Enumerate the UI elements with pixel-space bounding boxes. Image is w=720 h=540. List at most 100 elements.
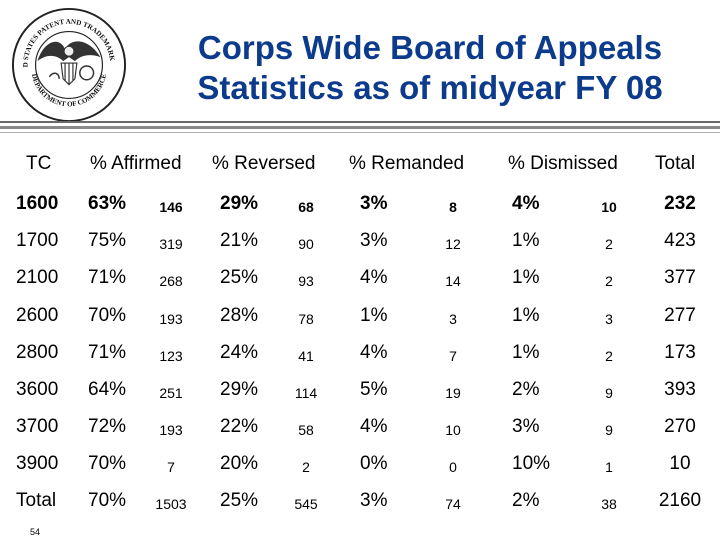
- cell-affirmed-pct: 71%: [88, 342, 127, 363]
- cell-remanded-pct: 4%: [360, 342, 388, 363]
- cell-remanded-pct: 4%: [360, 267, 388, 288]
- cell-tc: 3700: [16, 416, 59, 437]
- cell-reversed-pct: 20%: [220, 453, 259, 474]
- title-divider-3: [0, 132, 720, 133]
- cell-reversed-pct: 28%: [220, 305, 259, 326]
- cell-reversed-pct: 25%: [220, 267, 259, 288]
- cell-reversed-count: 114: [294, 385, 318, 401]
- title-line-2: Statistics as of midyear FY 08: [197, 69, 663, 106]
- cell-reversed-pct: 25%: [220, 490, 259, 511]
- cell-remanded-pct: 5%: [360, 379, 388, 400]
- cell-dismissed-count: 9: [605, 422, 613, 438]
- cell-affirmed-count: 193: [159, 311, 183, 327]
- header-dismissed: % Dismissed: [508, 153, 618, 174]
- header-reversed: % Reversed: [212, 153, 316, 174]
- cell-remanded-count: 7: [449, 348, 457, 364]
- cell-remanded-pct: 4%: [360, 416, 388, 437]
- cell-affirmed-pct: 63%: [88, 193, 127, 214]
- cell-remanded-pct: 3%: [360, 230, 388, 251]
- cell-remanded-pct: 0%: [360, 453, 388, 474]
- cell-dismissed-pct: 2%: [512, 379, 540, 400]
- cell-dismissed-count: 3: [605, 311, 613, 327]
- cell-remanded-count: 12: [445, 236, 461, 252]
- cell-tc: 1700: [16, 230, 59, 251]
- title-divider-2: [0, 126, 720, 129]
- cell-remanded-pct: 1%: [360, 305, 388, 326]
- cell-reversed-count: 90: [298, 236, 314, 252]
- cell-affirmed-pct: 70%: [88, 453, 127, 474]
- cell-tc: 1600: [16, 193, 59, 214]
- cell-dismissed-count: 2: [605, 273, 613, 289]
- slide-title: Corps Wide Board of Appeals Statistics a…: [150, 28, 710, 108]
- cell-remanded-count: 19: [445, 385, 461, 401]
- header-affirmed: % Affirmed: [90, 153, 182, 174]
- cell-total: 377: [664, 267, 696, 288]
- cell-dismissed-count: 1: [605, 459, 613, 475]
- cell-reversed-count: 78: [298, 311, 314, 327]
- cell-affirmed-count: 123: [159, 348, 183, 364]
- cell-dismissed-count: 10: [601, 199, 617, 215]
- eagle-icon: [37, 41, 101, 86]
- cell-dismissed-pct: 4%: [512, 193, 540, 214]
- cell-dismissed-pct: 10%: [512, 453, 551, 474]
- cell-reversed-pct: 29%: [220, 379, 259, 400]
- cell-total: 277: [664, 305, 696, 326]
- cell-affirmed-pct: 72%: [88, 416, 127, 437]
- cell-reversed-count: 58: [298, 422, 314, 438]
- cell-total: 393: [664, 379, 696, 400]
- cell-total: 2160: [658, 490, 702, 511]
- header-tc: TC: [26, 153, 52, 174]
- cell-reversed-count: 93: [298, 273, 314, 289]
- cell-remanded-count: 74: [445, 496, 461, 512]
- header-remanded: % Remanded: [349, 153, 465, 174]
- cell-tc: 2600: [16, 305, 59, 326]
- cell-total: 423: [664, 230, 696, 251]
- cell-reversed-pct: 21%: [220, 230, 259, 251]
- cell-affirmed-count: 7: [167, 459, 175, 475]
- cell-dismissed-pct: 2%: [512, 490, 540, 511]
- uspto-seal-logo: UNITED STATES PATENT AND TRADEMARK OFFIC…: [10, 6, 127, 123]
- cell-remanded-count: 10: [445, 422, 461, 438]
- page-number: 54: [30, 527, 41, 537]
- cell-tc: 2100: [16, 267, 59, 288]
- cell-reversed-count: 68: [298, 199, 314, 215]
- cell-affirmed-count: 1503: [155, 496, 187, 512]
- cell-total: 10: [669, 453, 691, 474]
- cell-dismissed-count: 2: [605, 236, 613, 252]
- cell-total: 173: [664, 342, 696, 363]
- cell-affirmed-pct: 75%: [88, 230, 127, 251]
- cell-dismissed-pct: 1%: [512, 230, 540, 251]
- cell-reversed-pct: 24%: [220, 342, 259, 363]
- cell-dismissed-pct: 1%: [512, 342, 540, 363]
- cell-remanded-pct: 3%: [360, 193, 388, 214]
- cell-affirmed-count: 268: [159, 273, 183, 289]
- cell-dismissed-count: 38: [601, 496, 617, 512]
- cell-tc: Total: [16, 490, 57, 511]
- cell-dismissed-count: 2: [605, 348, 613, 364]
- cell-reversed-pct: 22%: [220, 416, 259, 437]
- cell-reversed-count: 2: [302, 459, 310, 475]
- cell-tc: 3900: [16, 453, 59, 474]
- cell-affirmed-count: 193: [159, 422, 183, 438]
- cell-dismissed-pct: 3%: [512, 416, 540, 437]
- cell-reversed-count: 545: [294, 496, 318, 512]
- cell-reversed-count: 41: [298, 348, 314, 364]
- cell-affirmed-pct: 70%: [88, 490, 127, 511]
- cell-dismissed-pct: 1%: [512, 305, 540, 326]
- cell-dismissed-pct: 1%: [512, 267, 540, 288]
- cell-dismissed-count: 9: [605, 385, 613, 401]
- header-total: Total: [655, 153, 696, 174]
- cell-remanded-count: 8: [449, 199, 457, 215]
- cell-affirmed-pct: 70%: [88, 305, 127, 326]
- cell-tc: 3600: [16, 379, 59, 400]
- cell-remanded-count: 14: [445, 273, 461, 289]
- cell-affirmed-count: 251: [159, 385, 183, 401]
- cell-affirmed-count: 319: [159, 236, 183, 252]
- title-line-1: Corps Wide Board of Appeals: [197, 29, 663, 66]
- cell-affirmed-count: 146: [159, 199, 183, 215]
- cell-total: 270: [664, 416, 696, 437]
- cell-affirmed-pct: 71%: [88, 267, 127, 288]
- cell-reversed-pct: 29%: [220, 193, 259, 214]
- cell-remanded-pct: 3%: [360, 490, 388, 511]
- cell-remanded-count: 0: [449, 459, 457, 475]
